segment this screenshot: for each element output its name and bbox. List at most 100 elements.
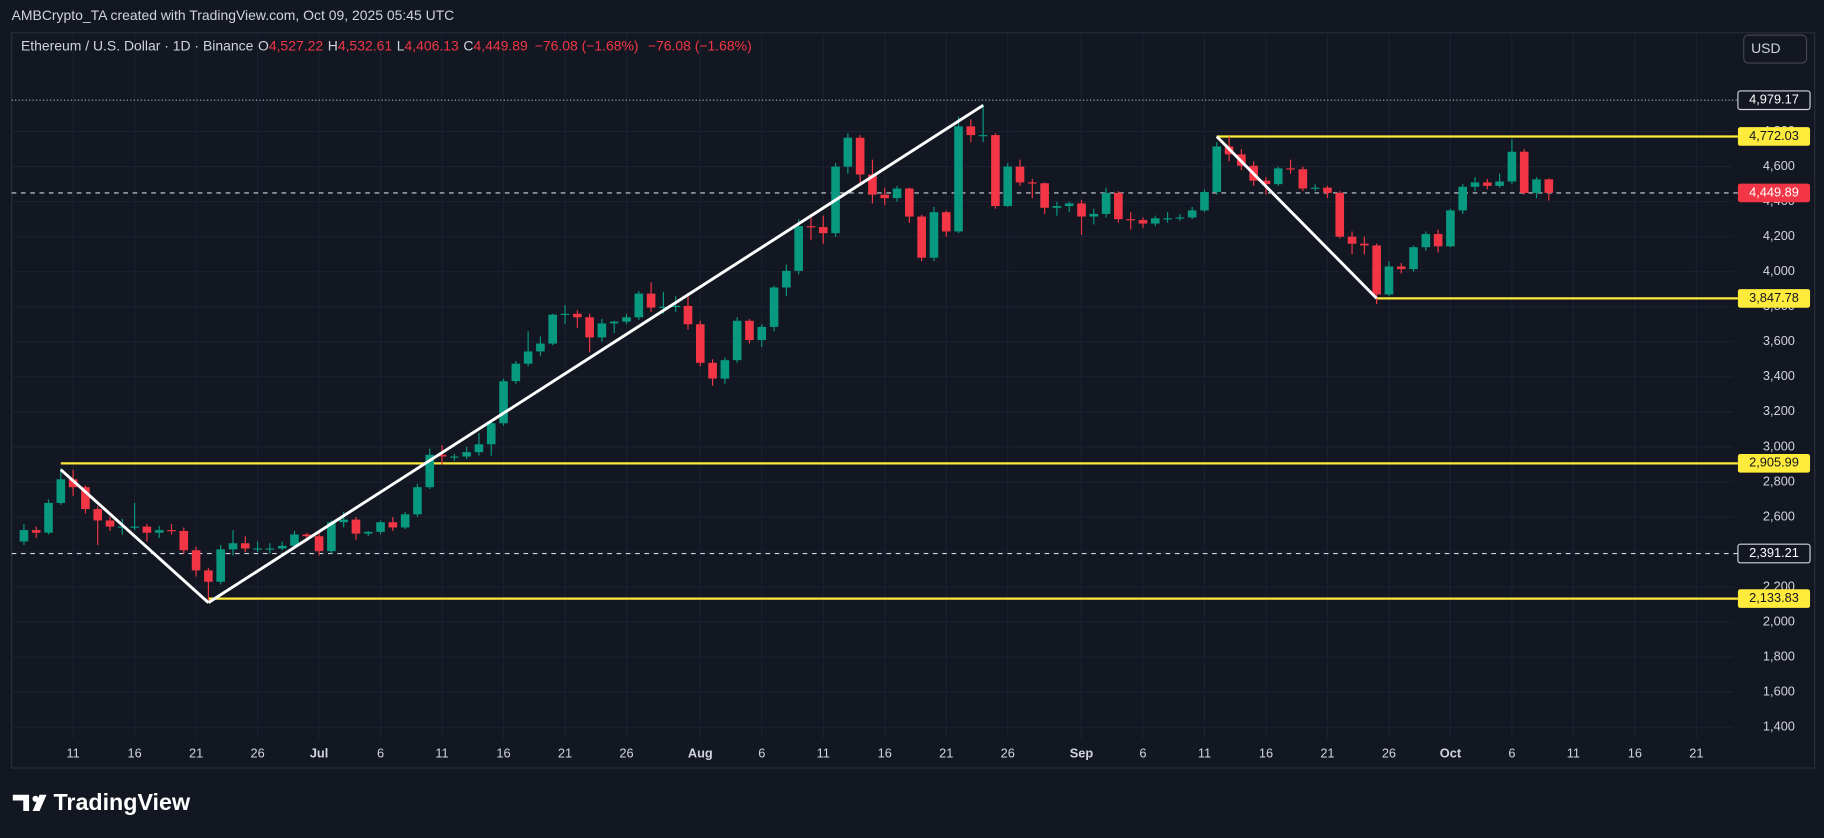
x-tick-label: 16: [878, 745, 892, 760]
candle-body: [1028, 182, 1037, 184]
candle-body: [880, 194, 890, 199]
candle-body: [1040, 183, 1049, 208]
y-tick-label: 1,400: [1763, 719, 1795, 734]
ohlc-label: H: [328, 37, 338, 53]
currency-button[interactable]: [1743, 34, 1808, 64]
candle-body: [843, 137, 853, 167]
candle-body: [1273, 168, 1283, 185]
x-tick-label: 6: [377, 745, 384, 760]
candle-body: [1101, 192, 1111, 214]
candle-body: [19, 530, 29, 542]
x-tick-label: 21: [1689, 745, 1703, 760]
x-tick-label: 6: [1508, 745, 1515, 760]
candle-body: [1212, 146, 1222, 193]
x-tick-label: Aug: [688, 745, 713, 760]
candle-body: [634, 293, 644, 318]
level-label-box: [1737, 289, 1811, 308]
candle-body: [548, 314, 558, 344]
y-tick-label: 1,800: [1763, 648, 1795, 663]
level-label: 2,133.83: [1749, 590, 1799, 605]
x-tick-label: 26: [250, 745, 264, 760]
level-label: 4,449.89: [1749, 184, 1799, 199]
candle-body: [118, 526, 127, 528]
candle-body: [462, 452, 471, 457]
y-tick-label: 2,600: [1763, 508, 1795, 523]
y-tick-label: 3,000: [1763, 438, 1795, 453]
candle-body: [929, 212, 939, 258]
y-tick-label: 3,200: [1763, 403, 1795, 418]
level-label-box: [1737, 90, 1811, 111]
candle-body: [191, 550, 201, 571]
candle-body: [376, 522, 385, 532]
candle-body: [646, 293, 656, 308]
candle-body: [290, 534, 299, 546]
change: −76.08 (−1.68%): [648, 37, 752, 53]
candle-body: [413, 487, 422, 515]
x-tick-label: 21: [939, 745, 953, 760]
y-tick-label: 2,000: [1763, 613, 1795, 628]
candle-body: [56, 479, 66, 503]
y-tick-label: 1,600: [1763, 684, 1795, 699]
candle-body: [425, 454, 435, 488]
candle-body: [1175, 217, 1185, 219]
candle-body: [68, 479, 78, 488]
candle-body: [855, 137, 865, 175]
trend-line: [207, 104, 984, 604]
y-tick-label: 4,000: [1763, 263, 1795, 278]
candle-body: [388, 522, 398, 528]
candle-body: [499, 381, 508, 424]
ohlc-value: 4,406.13: [405, 37, 460, 53]
x-tick-label: 6: [758, 745, 765, 760]
candle-body: [671, 305, 680, 308]
x-tick-label: 16: [1259, 745, 1273, 760]
candle-body: [1335, 192, 1345, 237]
candle-body: [1138, 220, 1148, 224]
symbol-legend: Ethereum / U.S. Dollar · 1D · Binance O4,…: [21, 37, 752, 53]
candle-body: [204, 570, 213, 582]
candle-body: [1163, 218, 1172, 220]
candle-body: [966, 126, 976, 136]
level-label: 4,979.17: [1749, 92, 1799, 107]
candle-body: [1150, 218, 1160, 224]
candle-body: [818, 227, 828, 234]
candle-body: [1261, 180, 1271, 185]
candle-body: [1114, 192, 1123, 220]
candle-body: [732, 320, 742, 361]
y-tick-label: 3,600: [1763, 333, 1795, 348]
candle-body: [1077, 203, 1086, 217]
x-tick-label: 16: [127, 745, 141, 760]
candle-body: [1458, 186, 1468, 211]
candle-body: [450, 456, 459, 458]
pane-border: [11, 32, 1816, 769]
candle-body: [154, 530, 164, 533]
x-tick-label: 6: [1139, 745, 1146, 760]
candle-body: [1507, 151, 1517, 182]
candle-body: [339, 519, 348, 523]
candle-body: [327, 522, 336, 552]
candle-body: [1470, 182, 1480, 187]
candle-body: [941, 212, 951, 232]
candle-body: [659, 306, 668, 308]
candle-body: [523, 351, 533, 364]
candle-body: [1015, 166, 1025, 183]
candle-body: [560, 313, 570, 315]
candle-body: [868, 174, 877, 195]
candle-body: [216, 549, 225, 582]
currency[interactable]: USD: [1751, 40, 1780, 56]
candle-body: [1409, 247, 1418, 270]
candle-body: [400, 514, 410, 528]
candle-body: [1052, 206, 1062, 208]
candle-body: [978, 135, 988, 137]
level-label-box: [1737, 183, 1811, 203]
ohlc-value: 4,532.61: [338, 37, 393, 53]
candle-body: [31, 530, 41, 533]
level-label: 2,391.21: [1749, 545, 1799, 560]
candle-body: [991, 135, 1000, 207]
x-tick-label: Sep: [1070, 745, 1094, 760]
level-label: 3,847.78: [1749, 290, 1799, 305]
candle-body: [1433, 234, 1443, 247]
candle-body: [695, 324, 705, 363]
y-tick-label: 4,600: [1763, 158, 1795, 173]
